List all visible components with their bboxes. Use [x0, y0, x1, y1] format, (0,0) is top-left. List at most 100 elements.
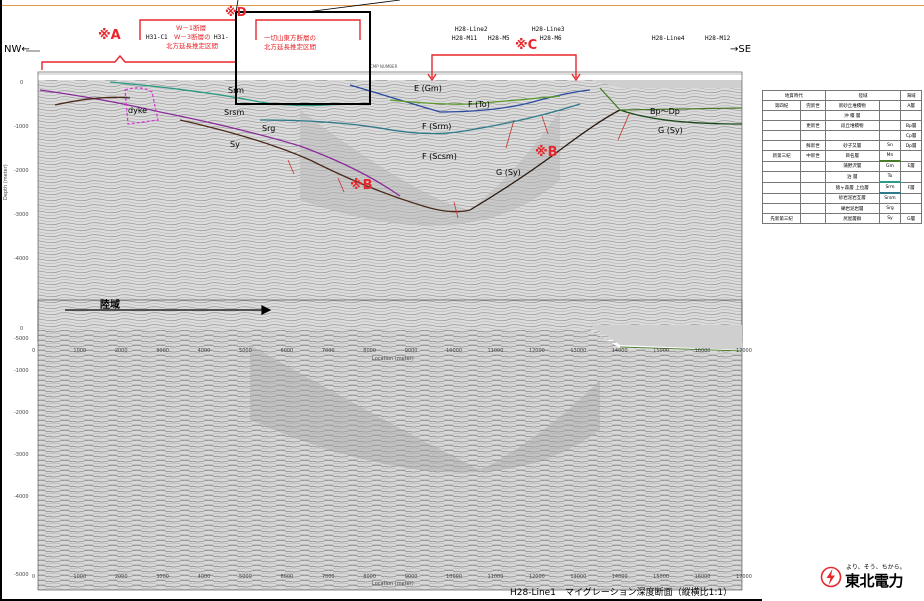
legend-cell-code: [878, 110, 902, 121]
layer-g-sy-right: G (Sy): [658, 126, 683, 135]
lower-distance-tick: 11000: [487, 574, 504, 580]
rikuiki-label: 陸域: [100, 300, 120, 311]
legend-cell-land: 砂岩泥岩互層: [824, 192, 880, 204]
w-fault-label-3: 北方延長推定区間: [166, 42, 218, 50]
legend-cell-era: [761, 140, 802, 151]
lower-distance-tick: 14000: [611, 574, 628, 580]
legend-cell-era: 新第三紀: [761, 150, 802, 162]
line-h28-line2: H28-Line2: [455, 26, 488, 33]
legend-cell-code: Srg: [878, 203, 902, 214]
marker-c-bracket: [427, 54, 581, 82]
legend-row: 更新世 段丘堆積物 Bp層: [761, 120, 922, 131]
legend-cell-land: 蒲野沢層: [824, 160, 880, 172]
legend-cell-era: 第四紀: [761, 100, 802, 111]
legend-cell-sub: [800, 130, 826, 141]
rikuiki-arrow: [65, 305, 272, 315]
layer-bp-dp: Bp～Dp: [650, 107, 680, 116]
upper-distance-tick: 7000: [321, 348, 335, 354]
legend-cell-sea: Dp層: [900, 140, 922, 151]
lower-depth-1000: -1000: [14, 368, 29, 374]
legend-row: 礫岩泥岩層 Srg: [761, 203, 922, 214]
lower-xlabel: Location (meter): [372, 581, 414, 587]
figure-caption: H28-Line1 マイグレーション深度断面（縦横比1:1）: [510, 588, 733, 598]
legend-cell-code: Mn: [878, 150, 902, 162]
marker-c: ※C: [515, 38, 538, 53]
marker-a: ※A: [98, 28, 121, 43]
layer-srsm: Srsm: [224, 108, 245, 117]
legend-cell-code: Sn: [878, 140, 902, 151]
lower-distance-tick: 4000: [197, 574, 211, 580]
legend-cell-land: 猿ヶ森層 上位層: [824, 181, 880, 194]
layer-e-gm: E (Gm): [414, 84, 442, 93]
legend-cell-sea: [900, 110, 922, 121]
upper-distance-tick: 11000: [487, 348, 504, 354]
legend-cell-land: 泊 層: [824, 171, 880, 183]
logo-name: 東北電力: [845, 572, 904, 590]
fault-lines: [287, 111, 631, 219]
legend-cell-sub: [800, 192, 826, 204]
ichi-fault-label-1: 一切山東方断層の: [264, 34, 316, 42]
legend-cell-sub: 更新世: [800, 120, 826, 131]
lightning-icon: [820, 566, 842, 588]
upper-cmp-label: CMP NUMBER: [370, 64, 398, 69]
upper-distance-tick: 10000: [446, 348, 463, 354]
legend-table: 地質時代 陸域 海域 第四紀 完新世 新砂丘堆積物 A層沖 積 層更新世 段丘堆積物 Bp…: [761, 90, 922, 224]
legend-cell-sea: E層: [900, 160, 922, 172]
legend-cell-sea: A層: [900, 100, 922, 111]
highlight-box: [235, 11, 371, 105]
upper-distance-tick: 8000: [363, 348, 377, 354]
bottom-frame-line: [0, 599, 762, 601]
marker-d-bracket: [139, 14, 361, 40]
legend-cell-era: [761, 110, 802, 121]
legend-cell-land: 目名層: [824, 150, 880, 162]
lower-distance-tick: 7000: [321, 574, 335, 580]
upper-distance-tick: 12000: [528, 348, 545, 354]
w-fault-label-1: W－1断層: [176, 24, 207, 32]
upper-depth-3000: -3000: [14, 212, 29, 218]
legend-cell-code: To: [878, 171, 902, 183]
legend-row: 蒲野沢層 Gm E層: [761, 160, 922, 172]
layer-f-srm: F (Srm): [422, 122, 452, 131]
legend-cell-era: [761, 192, 802, 204]
legend-cell-land: 段丘堆積物: [824, 120, 880, 131]
upper-distance-tick: 2000: [114, 348, 128, 354]
marker-d: ※D: [225, 5, 247, 19]
legend-cell-sub: [800, 213, 826, 224]
legend-cell-era: [761, 120, 802, 131]
legend-cell-era: [761, 181, 802, 194]
direction-nw: NW←: [4, 44, 30, 55]
upper-ylabel: Depth (meter): [3, 164, 9, 200]
legend-header-land: 陸域: [824, 90, 902, 101]
top-border-line: [0, 5, 924, 6]
upper-distance-tick: 13000: [570, 348, 587, 354]
upper-depth-4000: -4000: [14, 256, 29, 262]
upper-distance-tick: 4000: [197, 348, 211, 354]
lower-distance-tick: 2000: [114, 574, 128, 580]
layer-srg: Srg: [262, 124, 276, 133]
upper-xlabel: Location (meter): [372, 356, 414, 362]
line-h31: H31-: [214, 34, 229, 41]
upper-depth-5000: -5000: [14, 336, 29, 342]
upper-distance-tick: 14000: [611, 348, 628, 354]
lower-depth-4000: -4000: [14, 494, 29, 500]
lower-distance-tick: 10000: [446, 574, 463, 580]
ichi-fault-label-2: 北方延長推定区間: [264, 43, 316, 51]
upper-distance-tick: 9000: [404, 348, 418, 354]
legend-cell-land: [824, 130, 880, 141]
upper-depth-1000: -1000: [14, 124, 29, 130]
legend-cell-sea: Cp層: [900, 130, 922, 141]
legend-row: 先新第三紀 尻屋層群 Sy G層: [761, 213, 922, 224]
upper-distance-tick: 15000: [653, 348, 670, 354]
lower-distance-tick: 0: [32, 574, 36, 580]
line-h28-line3: H28-Line3: [532, 26, 565, 33]
legend-cell-code: [878, 130, 902, 141]
lower-distance-tick: 15000: [653, 574, 670, 580]
line-h28-m11: H28-M11: [452, 35, 478, 42]
legend-cell-sea: [900, 192, 922, 204]
stratigraphic-legend: 地質時代 陸域 海域 第四紀 完新世 新砂丘堆積物 A層沖 積 層更新世 段丘堆積物 Bp…: [761, 90, 922, 224]
left-frame-line: [0, 0, 2, 601]
legend-cell-sea: [900, 171, 922, 183]
line-h28-m5: H28-M5: [488, 35, 510, 42]
dyke-outline: [124, 87, 159, 125]
